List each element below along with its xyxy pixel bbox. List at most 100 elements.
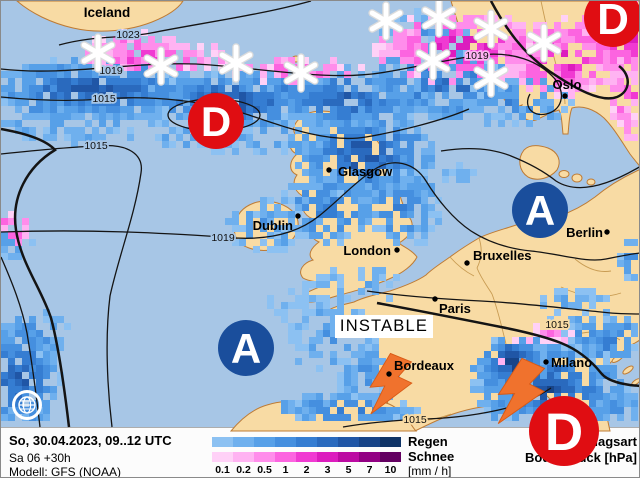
rain-pixel <box>463 50 470 57</box>
rain-pixel <box>323 281 330 288</box>
rain-pixel <box>372 162 379 169</box>
rain-pixel <box>288 288 295 295</box>
rain-pixel <box>316 134 323 141</box>
rain-pixel <box>365 204 372 211</box>
snow-pixel <box>519 36 526 43</box>
rain-pixel <box>288 197 295 204</box>
rain-pixel <box>274 204 281 211</box>
rain-pixel <box>442 169 449 176</box>
snow-legend-step <box>317 452 338 462</box>
rain-pixel <box>358 127 365 134</box>
snow-pixel <box>176 64 183 71</box>
rain-pixel <box>267 218 274 225</box>
rain-pixel <box>358 169 365 176</box>
rain-pixel <box>456 78 463 85</box>
snow-pixel <box>288 57 295 64</box>
rain-pixel <box>386 99 393 106</box>
rain-pixel <box>316 351 323 358</box>
rain-pixel <box>337 274 344 281</box>
rain-pixel <box>428 92 435 99</box>
snow-pixel <box>386 43 393 50</box>
rain-pixel <box>43 106 50 113</box>
rain-pixel <box>393 99 400 106</box>
snow-pixel <box>603 43 610 50</box>
rain-pixel <box>162 99 169 106</box>
rain-pixel <box>519 351 526 358</box>
rain-pixel <box>624 253 631 260</box>
snow-pixel <box>155 43 162 50</box>
snow-pixel <box>323 71 330 78</box>
rain-pixel <box>400 127 407 134</box>
rain-pixel <box>246 78 253 85</box>
snow-legend-step <box>212 452 233 462</box>
rain-pixel <box>99 106 106 113</box>
rain-pixel <box>141 78 148 85</box>
rain-pixel <box>8 407 15 414</box>
rain-pixel <box>456 50 463 57</box>
rain-pixel <box>309 162 316 169</box>
rain-pixel <box>29 358 36 365</box>
snow-pixel <box>134 57 141 64</box>
snow-pixel <box>197 43 204 50</box>
rain-pixel <box>71 85 78 92</box>
snow-pixel <box>281 57 288 64</box>
rain-pixel <box>50 85 57 92</box>
rain-pixel <box>141 64 148 71</box>
rain-pixel <box>421 155 428 162</box>
rain-pixel <box>281 85 288 92</box>
rain-pixel <box>106 113 113 120</box>
rain-pixel <box>456 57 463 64</box>
rain-pixel <box>197 85 204 92</box>
rain-pixel <box>85 85 92 92</box>
rain-pixel <box>379 274 386 281</box>
rain-pixel <box>575 295 582 302</box>
rain-pixel <box>36 351 43 358</box>
snow-pixel <box>358 64 365 71</box>
rain-pixel <box>393 64 400 71</box>
snow-pixel <box>575 64 582 71</box>
rain-pixel <box>498 351 505 358</box>
rain-pixel <box>463 92 470 99</box>
rain-pixel <box>281 316 288 323</box>
pressure-letter: D <box>545 403 583 462</box>
rain-pixel <box>344 64 351 71</box>
snow-pixel <box>183 50 190 57</box>
rain-pixel <box>330 141 337 148</box>
rain-pixel <box>484 351 491 358</box>
rain-pixel <box>631 330 638 337</box>
rain-pixel <box>309 183 316 190</box>
rain-pixel <box>421 183 428 190</box>
rain-pixel <box>589 351 596 358</box>
rain-pixel <box>435 71 442 78</box>
rain-pixel <box>547 358 554 365</box>
snow-pixel <box>540 85 547 92</box>
snow-pixel <box>617 120 624 127</box>
rain-pixel <box>15 92 22 99</box>
rain-pixel <box>8 400 15 407</box>
snow-pixel <box>631 57 638 64</box>
rain-pixel <box>484 407 491 414</box>
rain-pixel <box>295 148 302 155</box>
rain-pixel <box>358 148 365 155</box>
high-pressure-symbol <box>512 182 568 238</box>
rain-pixel <box>309 169 316 176</box>
rain-pixel <box>351 183 358 190</box>
rain-pixel <box>169 92 176 99</box>
rain-pixel <box>316 400 323 407</box>
rain-pixel <box>281 239 288 246</box>
rain-pixel <box>295 407 302 414</box>
rain-pixel <box>127 85 134 92</box>
rain-pixel <box>288 323 295 330</box>
rain-pixel <box>533 99 540 106</box>
rain-pixel <box>302 204 309 211</box>
rain-pixel <box>274 78 281 85</box>
rain-pixel <box>190 78 197 85</box>
rain-pixel <box>8 393 15 400</box>
rain-pixel <box>295 330 302 337</box>
snow-pixel <box>134 36 141 43</box>
rain-pixel <box>330 92 337 99</box>
rain-pixel <box>351 386 358 393</box>
snow-pixel <box>603 50 610 57</box>
rain-pixel <box>386 92 393 99</box>
snow-pixel <box>526 337 533 344</box>
